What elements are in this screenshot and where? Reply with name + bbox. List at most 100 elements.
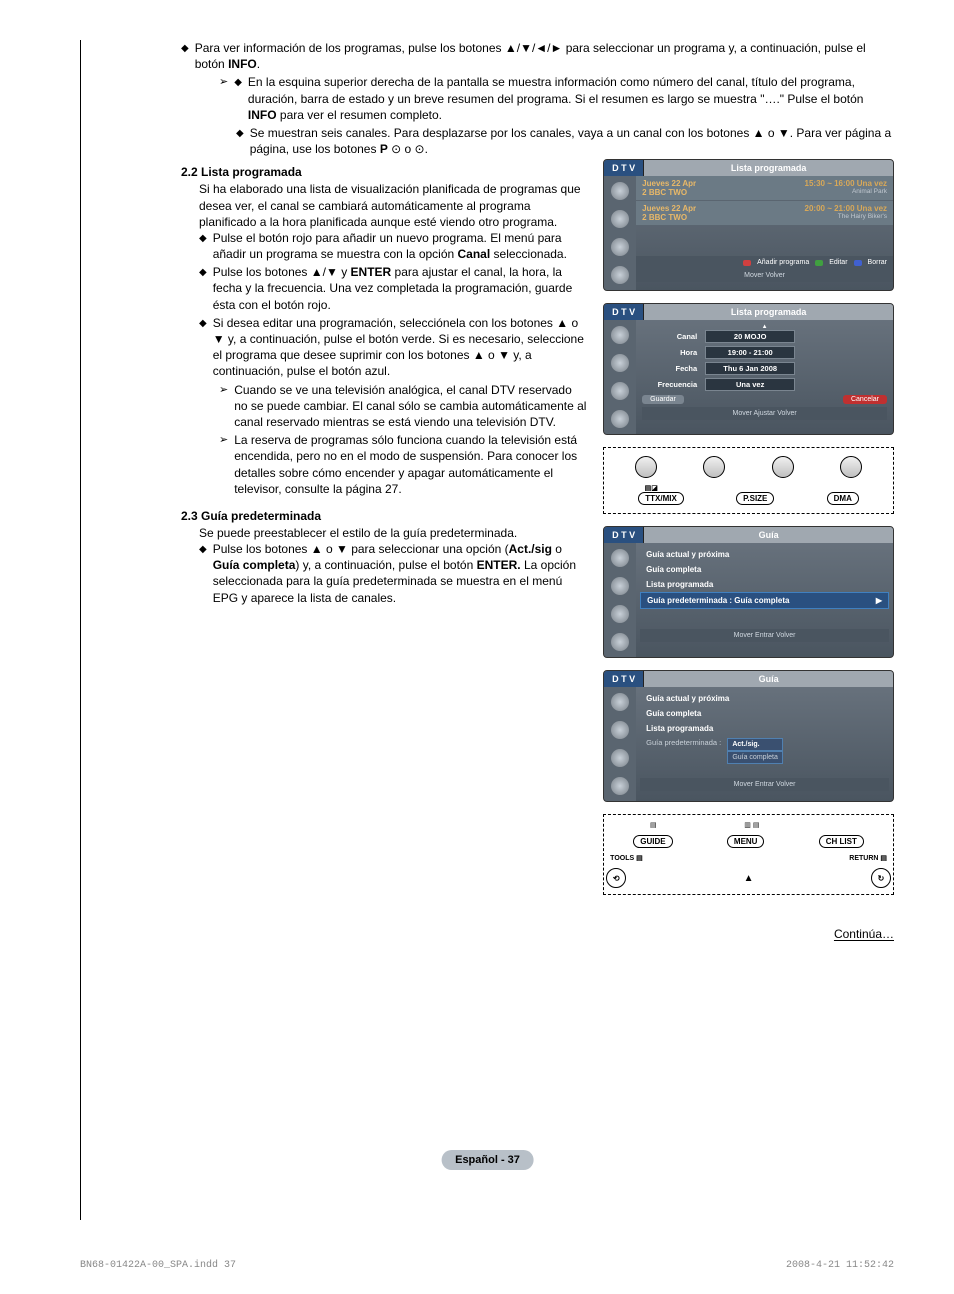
fecha-label: Fecha — [642, 364, 697, 373]
remote-circle-icon — [703, 456, 725, 478]
side-icon — [611, 605, 629, 623]
sec23-b1: Pulse los botones ▲ o ▼ para seleccionar… — [213, 541, 588, 606]
guide-button[interactable]: GUIDE — [633, 835, 672, 848]
dtv-badge: D T V — [604, 304, 644, 320]
dtv-badge: D T V — [604, 671, 644, 687]
panel-guia-2: D T V Guía Guía actual y próxima Guía co… — [603, 670, 894, 802]
menu-item-pred: Guía predeterminada : Act./sig. Guía com… — [640, 736, 889, 766]
dropdown-option[interactable]: Guía completa — [727, 751, 783, 764]
delete-label: Borrar — [868, 259, 887, 266]
panel-title: Guía — [644, 527, 893, 543]
dtv-badge: D T V — [604, 527, 644, 543]
remote-panel-1: ▤◪ TTX/MIX P.SIZE DMA — [603, 447, 894, 514]
section-23-title: 2.3 Guía predeterminada — [181, 509, 588, 523]
tools-button[interactable]: ⟲ — [606, 868, 626, 888]
menu-button[interactable]: MENU — [727, 835, 765, 848]
side-icon — [611, 210, 629, 228]
remote-circle-icon — [840, 456, 862, 478]
side-icon — [611, 693, 629, 711]
diamond-icon: ◆ — [199, 266, 207, 280]
doc-timestamp: 2008-4-21 11:52:42 — [786, 1260, 894, 1271]
diamond-icon: ◆ — [181, 42, 189, 56]
canal-label: Canal — [642, 332, 697, 341]
panel-title: Guía — [644, 671, 893, 687]
side-icon — [611, 182, 629, 200]
top-text: Para ver información de los programas, p… — [195, 40, 894, 72]
side-icon — [611, 777, 629, 795]
side-icon — [611, 266, 629, 284]
green-dot-icon — [815, 260, 823, 266]
panel-lista-programada-1: D T V Lista programada Jueves 22 Apr 2 B… — [603, 159, 894, 291]
red-dot-icon — [743, 260, 751, 266]
side-icon — [611, 354, 629, 372]
freq-value[interactable]: Una vez — [705, 378, 795, 391]
remote-small-icon: ▤ — [650, 821, 657, 829]
dma-button[interactable]: DMA — [827, 492, 859, 505]
remote-circle-icon — [635, 456, 657, 478]
sec22-a2: La reserva de programas sólo funciona cu… — [234, 432, 588, 497]
remote-panel-2: ▤ ▥ ▤ GUIDE MENU CH LIST TOOLS ▤ RETURN … — [603, 814, 894, 895]
top-sub2: Se muestran seis canales. Para desplazar… — [250, 125, 894, 157]
page-number-pill: Español - 37 — [441, 1150, 534, 1170]
doc-file: BN68-01422A-00_SPA.indd 37 — [80, 1260, 236, 1271]
sched-prog: The Hairy Biker's — [769, 213, 887, 220]
menu-item-selected[interactable]: Guía predeterminada : Guía completa▶ — [640, 592, 889, 609]
chlist-button[interactable]: CH LIST — [819, 835, 864, 848]
menu-item[interactable]: Lista programada — [640, 577, 889, 592]
add-program-label: Añadir programa — [757, 259, 809, 266]
side-icon — [611, 633, 629, 651]
footer-hints: Mover Ajustar Volver — [732, 410, 796, 417]
cancelar-button[interactable]: Cancelar — [843, 395, 887, 404]
hora-label: Hora — [642, 348, 697, 357]
panel-title: Lista programada — [644, 160, 893, 176]
schedule-row[interactable]: Jueves 22 Apr 2 BBC TWO 15:30 ~ 16:00 Un… — [636, 176, 893, 201]
canal-value[interactable]: 20 MOJO — [705, 330, 795, 343]
diamond-icon: ◆ — [236, 127, 244, 141]
footer-hints: Mover Volver — [744, 272, 785, 279]
side-icon — [611, 382, 629, 400]
blue-dot-icon — [854, 260, 862, 266]
freq-label: Frecuencia — [642, 380, 697, 389]
ttxmix-button[interactable]: TTX/MIX — [638, 492, 684, 505]
menu-item[interactable]: Lista programada — [640, 721, 889, 736]
sched-prog: Animal Park — [769, 188, 887, 195]
side-icon — [611, 577, 629, 595]
sec22-a1: Cuando se ve una televisión analógica, e… — [234, 382, 588, 431]
panel-guia-1: D T V Guía Guía actual y próxima Guía co… — [603, 526, 894, 658]
tools-label: TOOLS ▤ — [610, 854, 643, 862]
diamond-icon: ◆ — [234, 76, 242, 90]
top-sub1: En la esquina superior derecha de la pan… — [248, 74, 894, 123]
side-icon — [611, 410, 629, 428]
up-arrow-icon: ▲ — [626, 873, 871, 884]
footer-hints: Mover Entrar Volver — [734, 632, 796, 639]
panel-title: Lista programada — [644, 304, 893, 320]
psize-button[interactable]: P.SIZE — [736, 492, 774, 505]
menu-item[interactable]: Guía completa — [640, 706, 889, 721]
sched-date: Jueves 22 Apr 2 BBC TWO — [642, 204, 760, 222]
diamond-icon: ◆ — [199, 543, 207, 557]
side-icon — [611, 326, 629, 344]
guardar-button[interactable]: Guardar — [642, 395, 684, 404]
footer-hints: Mover Entrar Volver — [734, 781, 796, 788]
dropdown-option[interactable]: Act./sig. — [727, 738, 783, 751]
fecha-value[interactable]: Thu 6 Jan 2008 — [705, 362, 795, 375]
arrow-icon: ➢ — [219, 75, 228, 90]
menu-item[interactable]: Guía completa — [640, 562, 889, 577]
side-icon — [611, 749, 629, 767]
panel-lista-programada-2: D T V Lista programada ▲ Canal20 MOJO Ho… — [603, 303, 894, 435]
return-button[interactable]: ↻ — [871, 868, 891, 888]
arrow-icon: ➢ — [219, 433, 228, 448]
side-icon — [611, 721, 629, 739]
ttx-icon: ▤◪ — [645, 484, 658, 492]
menu-item[interactable]: Guía actual y próxima — [640, 691, 889, 706]
dtv-badge: D T V — [604, 160, 644, 176]
sec22-b1: Pulse el botón rojo para añadir un nuevo… — [213, 230, 588, 262]
side-icon — [611, 238, 629, 256]
section-22-title: 2.2 Lista programada — [181, 165, 588, 179]
hora-value[interactable]: 19:00 - 21:00 — [705, 346, 795, 359]
section-23-intro: Se puede preestablecer el estilo de la g… — [199, 525, 588, 541]
schedule-row[interactable]: Jueves 22 Apr 2 BBC TWO 20:00 ~ 21:00 Un… — [636, 201, 893, 226]
menu-item[interactable]: Guía actual y próxima — [640, 547, 889, 562]
return-label: RETURN ▤ — [849, 854, 887, 862]
sec22-b2: Pulse los botones ▲/▼ y ENTER para ajust… — [213, 264, 588, 313]
